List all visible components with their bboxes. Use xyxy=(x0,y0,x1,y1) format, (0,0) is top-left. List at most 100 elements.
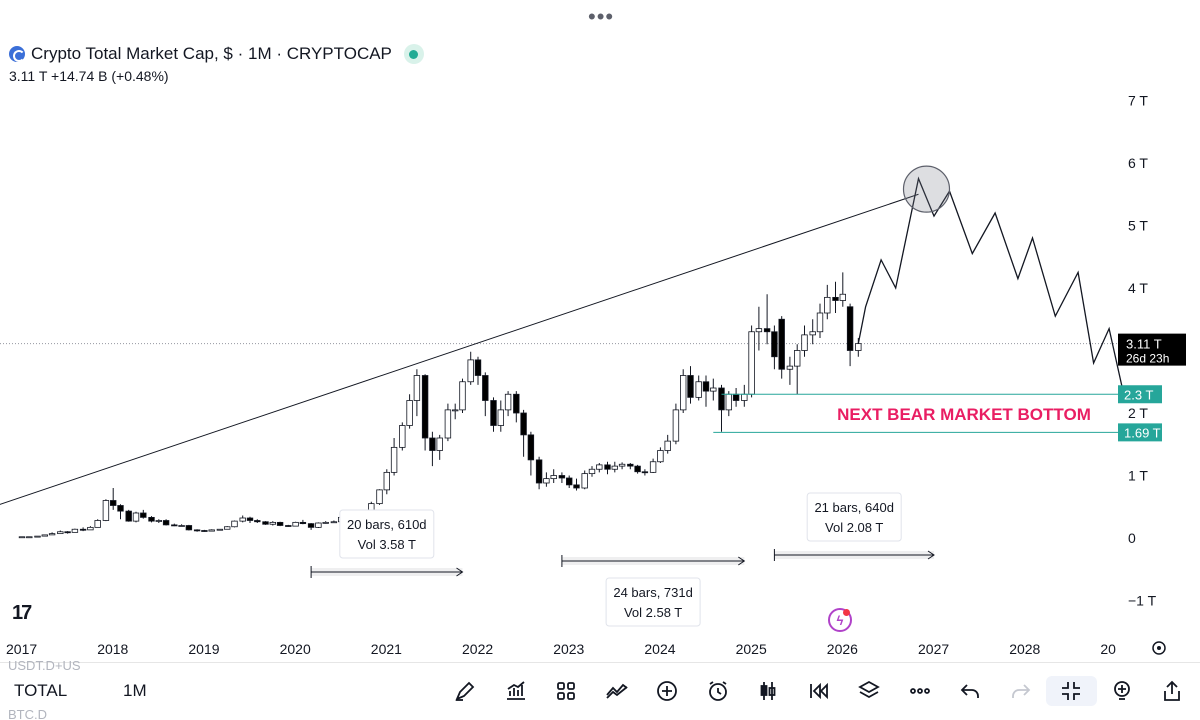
candle[interactable] xyxy=(125,509,132,522)
candle[interactable] xyxy=(34,535,41,538)
trendline[interactable] xyxy=(0,193,919,510)
candle[interactable] xyxy=(178,524,185,527)
candle[interactable] xyxy=(436,434,443,460)
candle[interactable] xyxy=(155,519,162,523)
candle[interactable] xyxy=(185,524,193,531)
candle[interactable] xyxy=(832,281,839,313)
candle[interactable] xyxy=(102,499,110,522)
trend-icon[interactable] xyxy=(592,676,643,706)
chart-title[interactable]: Crypto Total Market Cap, $ · 1M · CRYPTO… xyxy=(31,44,392,63)
candle[interactable] xyxy=(801,325,808,357)
candle[interactable] xyxy=(504,391,512,417)
candle[interactable] xyxy=(140,509,147,519)
candle[interactable] xyxy=(771,325,778,370)
candle[interactable] xyxy=(171,523,178,527)
candle[interactable] xyxy=(64,531,71,534)
candle[interactable] xyxy=(786,356,794,385)
candle[interactable] xyxy=(846,303,854,367)
candle[interactable] xyxy=(558,472,566,483)
candle[interactable] xyxy=(254,519,261,523)
candle[interactable] xyxy=(604,461,611,475)
candle[interactable] xyxy=(543,472,550,487)
market-status-icon[interactable] xyxy=(403,44,424,64)
candle[interactable] xyxy=(239,515,246,523)
candle[interactable] xyxy=(451,403,459,420)
candle[interactable] xyxy=(581,470,588,490)
candle[interactable] xyxy=(649,458,657,473)
candle[interactable] xyxy=(208,529,215,532)
candle[interactable] xyxy=(18,536,26,539)
candle[interactable] xyxy=(695,375,702,401)
candle[interactable] xyxy=(330,520,338,524)
candle[interactable] xyxy=(741,384,748,407)
candle[interactable] xyxy=(763,294,771,345)
candle[interactable] xyxy=(824,284,831,320)
candle[interactable] xyxy=(444,403,452,442)
candle[interactable] xyxy=(292,521,299,527)
alarm-icon[interactable] xyxy=(693,676,744,706)
candle[interactable] xyxy=(627,463,634,470)
candle[interactable] xyxy=(755,306,763,351)
candle[interactable] xyxy=(57,530,64,535)
candle[interactable] xyxy=(193,529,201,532)
replay-icon[interactable] xyxy=(794,676,845,706)
candle[interactable] xyxy=(201,529,208,532)
date-range[interactable]: 21 bars, 640d Vol 2.08 T xyxy=(773,492,935,561)
bear-market-annotation[interactable]: NEXT BEAR MARKET BOTTOM xyxy=(837,405,1091,424)
candle[interactable] xyxy=(513,391,520,423)
candle[interactable] xyxy=(618,462,626,470)
candle[interactable] xyxy=(611,461,618,473)
candle[interactable] xyxy=(132,511,140,523)
indicators-icon[interactable] xyxy=(491,676,542,706)
candle[interactable] xyxy=(527,431,535,476)
peak-circle-marker[interactable] xyxy=(902,165,951,213)
candle[interactable] xyxy=(48,532,56,536)
candle[interactable] xyxy=(718,384,725,432)
level-price-badge[interactable] xyxy=(1118,423,1162,442)
candle[interactable] xyxy=(748,325,755,398)
candle[interactable] xyxy=(482,372,489,417)
projection-path[interactable] xyxy=(857,176,1125,395)
plus-circle-icon[interactable] xyxy=(642,676,693,706)
candle[interactable] xyxy=(588,466,596,477)
collapse-icon[interactable] xyxy=(1046,676,1097,706)
candle[interactable] xyxy=(794,344,801,395)
candle[interactable] xyxy=(474,356,482,385)
candle[interactable] xyxy=(315,522,322,528)
candle[interactable] xyxy=(117,504,124,520)
level-price-badge[interactable] xyxy=(1118,385,1162,404)
candle[interactable] xyxy=(383,469,390,495)
candle[interactable] xyxy=(497,400,504,432)
redo-icon[interactable] xyxy=(996,676,1047,706)
candle[interactable] xyxy=(809,319,816,345)
candle[interactable] xyxy=(634,464,641,474)
candle[interactable] xyxy=(26,536,33,539)
candle[interactable] xyxy=(223,526,231,530)
candles-icon[interactable] xyxy=(743,676,794,706)
candle[interactable] xyxy=(307,523,315,530)
share-icon[interactable] xyxy=(1147,676,1198,706)
candle[interactable] xyxy=(276,521,284,527)
idea-icon[interactable] xyxy=(1097,676,1148,706)
candle[interactable] xyxy=(710,378,717,401)
date-range[interactable]: 24 bars, 731d Vol 2.58 T xyxy=(561,555,746,627)
candle[interactable] xyxy=(376,489,383,505)
candle[interactable] xyxy=(596,463,603,473)
candle[interactable] xyxy=(566,475,573,489)
pencil-icon[interactable] xyxy=(440,676,491,706)
candle[interactable] xyxy=(550,469,557,483)
candle[interactable] xyxy=(299,519,307,525)
current-price-badge[interactable] xyxy=(1118,333,1186,366)
candle[interactable] xyxy=(94,519,101,528)
candle[interactable] xyxy=(79,527,87,532)
candle[interactable] xyxy=(816,303,824,338)
candle[interactable] xyxy=(322,521,329,524)
more-dots-icon[interactable]: ••• xyxy=(588,4,615,29)
candle[interactable] xyxy=(246,516,254,523)
candle[interactable] xyxy=(269,521,276,526)
candle[interactable] xyxy=(231,520,238,528)
candle[interactable] xyxy=(406,394,413,429)
candle[interactable] xyxy=(687,366,694,404)
candle[interactable] xyxy=(778,316,785,379)
candle[interactable] xyxy=(110,488,117,510)
